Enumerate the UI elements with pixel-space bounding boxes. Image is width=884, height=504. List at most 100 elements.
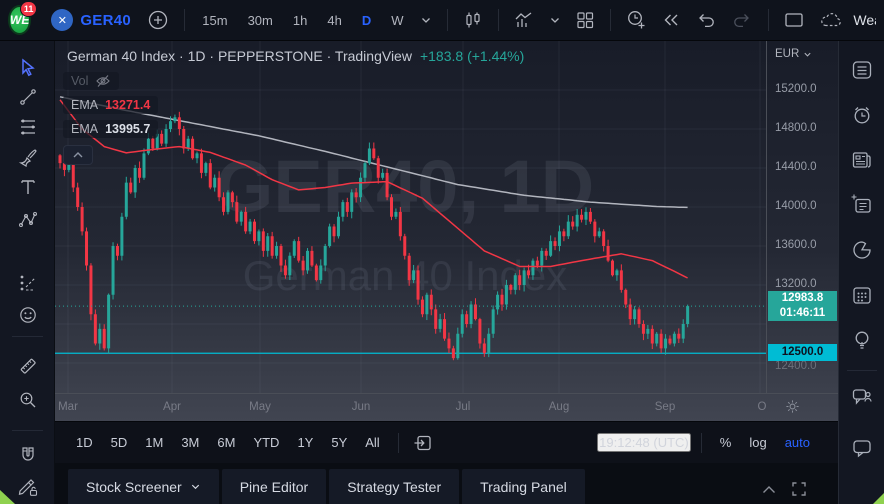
ema-fast-value: 13271.4 bbox=[105, 98, 151, 112]
create-alert-button[interactable] bbox=[621, 5, 651, 35]
top-toolbar: WE 11 ✕ GER40 15m 30m 1h 4h D W bbox=[0, 0, 884, 40]
panel-maximize-button[interactable] bbox=[792, 482, 806, 496]
volume-legend-row[interactable]: Vol bbox=[63, 72, 120, 90]
ema-label: EMA bbox=[71, 122, 99, 136]
group-chat-icon bbox=[852, 389, 872, 405]
news-button[interactable] bbox=[849, 147, 875, 173]
pencil-lock-icon bbox=[18, 479, 38, 496]
gear-icon bbox=[786, 400, 799, 413]
cursor-icon bbox=[22, 58, 35, 77]
range-1y[interactable]: 1Y bbox=[289, 430, 321, 455]
redo-arrow-icon bbox=[734, 14, 750, 28]
measure-tool[interactable] bbox=[14, 352, 42, 380]
currency-selector[interactable]: EUR bbox=[775, 48, 812, 60]
symbol-search-button[interactable]: ✕ GER40 bbox=[45, 5, 137, 35]
chevron-down-icon bbox=[422, 18, 431, 23]
chart-style-button[interactable] bbox=[459, 6, 487, 34]
time-axis[interactable]: Mar Apr May Jun Jul Aug Sep O bbox=[55, 393, 838, 421]
price-tick: 13200.0 bbox=[775, 278, 817, 290]
tab-stock-screener[interactable]: Stock Screener bbox=[68, 469, 219, 504]
ema-legend-row[interactable]: EMA 13995.7 bbox=[63, 120, 159, 138]
alerts-button[interactable] bbox=[849, 102, 875, 128]
range-1d[interactable]: 1D bbox=[68, 430, 101, 455]
undo-button[interactable] bbox=[691, 6, 721, 34]
add-compare-button[interactable] bbox=[143, 5, 173, 35]
public-chats-button[interactable] bbox=[849, 384, 875, 410]
volume-label: Vol bbox=[71, 74, 89, 88]
price-axis[interactable]: EUR 15200.0 14800.0 14400.0 14000.0 1360… bbox=[766, 40, 838, 393]
right-sidebar bbox=[838, 40, 884, 504]
legend-title-row[interactable]: German 40 Index · 1D · PEPPERSTONE · Tra… bbox=[63, 46, 528, 66]
timeframe-1d[interactable]: D bbox=[355, 8, 378, 33]
chart-area[interactable]: GER40, 1D German 40 Index German 40 Index… bbox=[55, 40, 838, 421]
redo-button[interactable] bbox=[727, 6, 757, 34]
timeframe-30m[interactable]: 30m bbox=[241, 8, 280, 33]
brush-tool[interactable] bbox=[14, 143, 42, 171]
tab-trading-panel[interactable]: Trading Panel bbox=[462, 469, 585, 504]
range-3m[interactable]: 3M bbox=[173, 430, 207, 455]
fib-retracement-tool[interactable] bbox=[14, 113, 42, 141]
auto-scale-button[interactable]: auto bbox=[777, 430, 818, 455]
indicators-dropdown-button[interactable] bbox=[545, 10, 565, 30]
timeframe-1h[interactable]: 1h bbox=[286, 8, 314, 33]
emoji-tool[interactable] bbox=[14, 301, 42, 329]
timeframe-1w[interactable]: W bbox=[384, 8, 410, 33]
text-tool[interactable] bbox=[14, 173, 42, 201]
last-price: 12983.8 bbox=[781, 292, 824, 304]
notification-badge[interactable]: 11 bbox=[19, 1, 38, 17]
symbol-name: GER40 bbox=[80, 11, 132, 29]
forecast-tool[interactable] bbox=[14, 269, 42, 297]
range-5y[interactable]: 5Y bbox=[323, 430, 355, 455]
notes-button[interactable] bbox=[849, 192, 875, 218]
range-all[interactable]: All bbox=[357, 430, 387, 455]
tab-strategy-tester[interactable]: Strategy Tester bbox=[329, 469, 460, 504]
bar-replay-button[interactable] bbox=[657, 7, 685, 33]
rail-divider bbox=[12, 336, 43, 337]
pattern-tool[interactable] bbox=[14, 206, 42, 234]
watchlist-icon bbox=[852, 61, 872, 79]
timeframe-15m[interactable]: 15m bbox=[195, 8, 234, 33]
app-logo[interactable]: WE 11 bbox=[8, 1, 38, 35]
legend-collapse-button[interactable] bbox=[63, 145, 93, 165]
month-label: Aug bbox=[548, 401, 570, 413]
background-logo-fragment bbox=[0, 490, 15, 504]
level-price-badge: 12500.0 bbox=[768, 344, 837, 361]
drawing-toolbar bbox=[0, 40, 55, 504]
trend-line-tool[interactable] bbox=[14, 83, 42, 111]
layout-select-button[interactable] bbox=[779, 6, 809, 34]
pie-analysis-button[interactable] bbox=[849, 237, 875, 263]
magnet-mode-tool[interactable] bbox=[14, 441, 42, 469]
newspaper-icon bbox=[852, 152, 871, 168]
percent-scale-button[interactable]: % bbox=[712, 430, 740, 455]
month-label: Mar bbox=[58, 401, 78, 413]
range-5d[interactable]: 5D bbox=[103, 430, 136, 455]
ema-legend-row[interactable]: EMA 13271.4 bbox=[63, 96, 159, 114]
range-ytd[interactable]: YTD bbox=[245, 430, 287, 455]
chevron-down-icon bbox=[191, 484, 199, 490]
range-1m[interactable]: 1M bbox=[137, 430, 171, 455]
tab-pine-editor[interactable]: Pine Editor bbox=[221, 469, 327, 504]
axis-settings-gear[interactable] bbox=[785, 399, 800, 414]
layout-grid-button[interactable] bbox=[571, 6, 599, 34]
private-chat-button[interactable] bbox=[849, 435, 875, 461]
session-clock[interactable]: 19:12:48 (UTC) bbox=[597, 433, 691, 452]
zoom-in-tool[interactable] bbox=[14, 386, 42, 414]
timeframe-dropdown-button[interactable] bbox=[416, 10, 436, 30]
range-6m[interactable]: 6M bbox=[209, 430, 243, 455]
layout-name[interactable]: Wealthy Educ... bbox=[853, 12, 876, 28]
calendar-button[interactable] bbox=[849, 282, 875, 308]
eye-off-icon[interactable] bbox=[95, 74, 111, 88]
panel-expand-button[interactable] bbox=[762, 485, 776, 494]
indicators-button[interactable] bbox=[509, 6, 539, 34]
lightbulb-icon bbox=[855, 331, 869, 349]
chart-legend: German 40 Index · 1D · PEPPERSTONE · Tra… bbox=[63, 46, 528, 138]
watchlist-button[interactable] bbox=[849, 57, 875, 83]
log-scale-button[interactable]: log bbox=[741, 430, 774, 455]
cursor-tool[interactable] bbox=[14, 53, 42, 81]
drawing-lock-tool[interactable] bbox=[14, 473, 42, 501]
goto-date-button[interactable] bbox=[409, 429, 437, 457]
svg-text:German 40 Index: German 40 Index bbox=[243, 252, 568, 299]
cloud-save-button[interactable] bbox=[815, 6, 847, 34]
ideas-button[interactable] bbox=[849, 327, 875, 353]
timeframe-4h[interactable]: 4h bbox=[320, 8, 348, 33]
